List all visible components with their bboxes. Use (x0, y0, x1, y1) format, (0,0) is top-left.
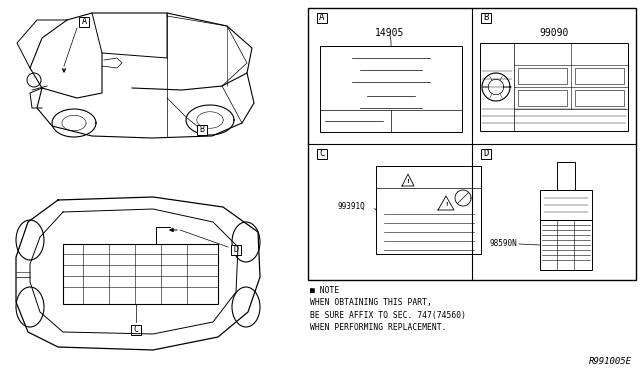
Text: C: C (134, 326, 138, 334)
Bar (197, 125, 207, 135)
Text: D: D (234, 246, 239, 254)
Bar (540, 190, 592, 220)
Text: A: A (81, 17, 86, 26)
Bar (376, 166, 481, 254)
Bar (79, 17, 89, 27)
Bar (317, 149, 327, 159)
Text: !: ! (406, 179, 410, 184)
Bar (557, 162, 575, 190)
Text: 99391Q: 99391Q (338, 202, 365, 211)
Text: B: B (200, 125, 205, 135)
Text: B: B (483, 13, 489, 22)
Bar (518, 90, 567, 106)
Bar (308, 8, 636, 280)
Bar (518, 68, 567, 84)
Bar (63, 244, 218, 304)
Text: ■ NOTE
WHEN OBTAINING THIS PART,
BE SURE AFFIX TO SEC. 747(74560)
WHEN PERFORMIN: ■ NOTE WHEN OBTAINING THIS PART, BE SURE… (310, 286, 466, 333)
Bar (481, 149, 491, 159)
Bar (231, 245, 241, 255)
Text: 99090: 99090 (540, 28, 569, 38)
Text: C: C (319, 150, 324, 158)
Bar (480, 43, 628, 131)
Bar (481, 13, 491, 23)
Bar (131, 325, 141, 335)
Bar (317, 13, 327, 23)
Text: 98590N: 98590N (489, 240, 517, 248)
Bar (540, 220, 592, 270)
Text: R991005E: R991005E (589, 357, 632, 366)
Text: D: D (483, 150, 489, 158)
Text: !: ! (445, 202, 447, 208)
Bar (575, 68, 624, 84)
Bar (320, 46, 462, 132)
Text: A: A (319, 13, 324, 22)
Bar (575, 90, 624, 106)
Text: 14905: 14905 (375, 28, 404, 38)
